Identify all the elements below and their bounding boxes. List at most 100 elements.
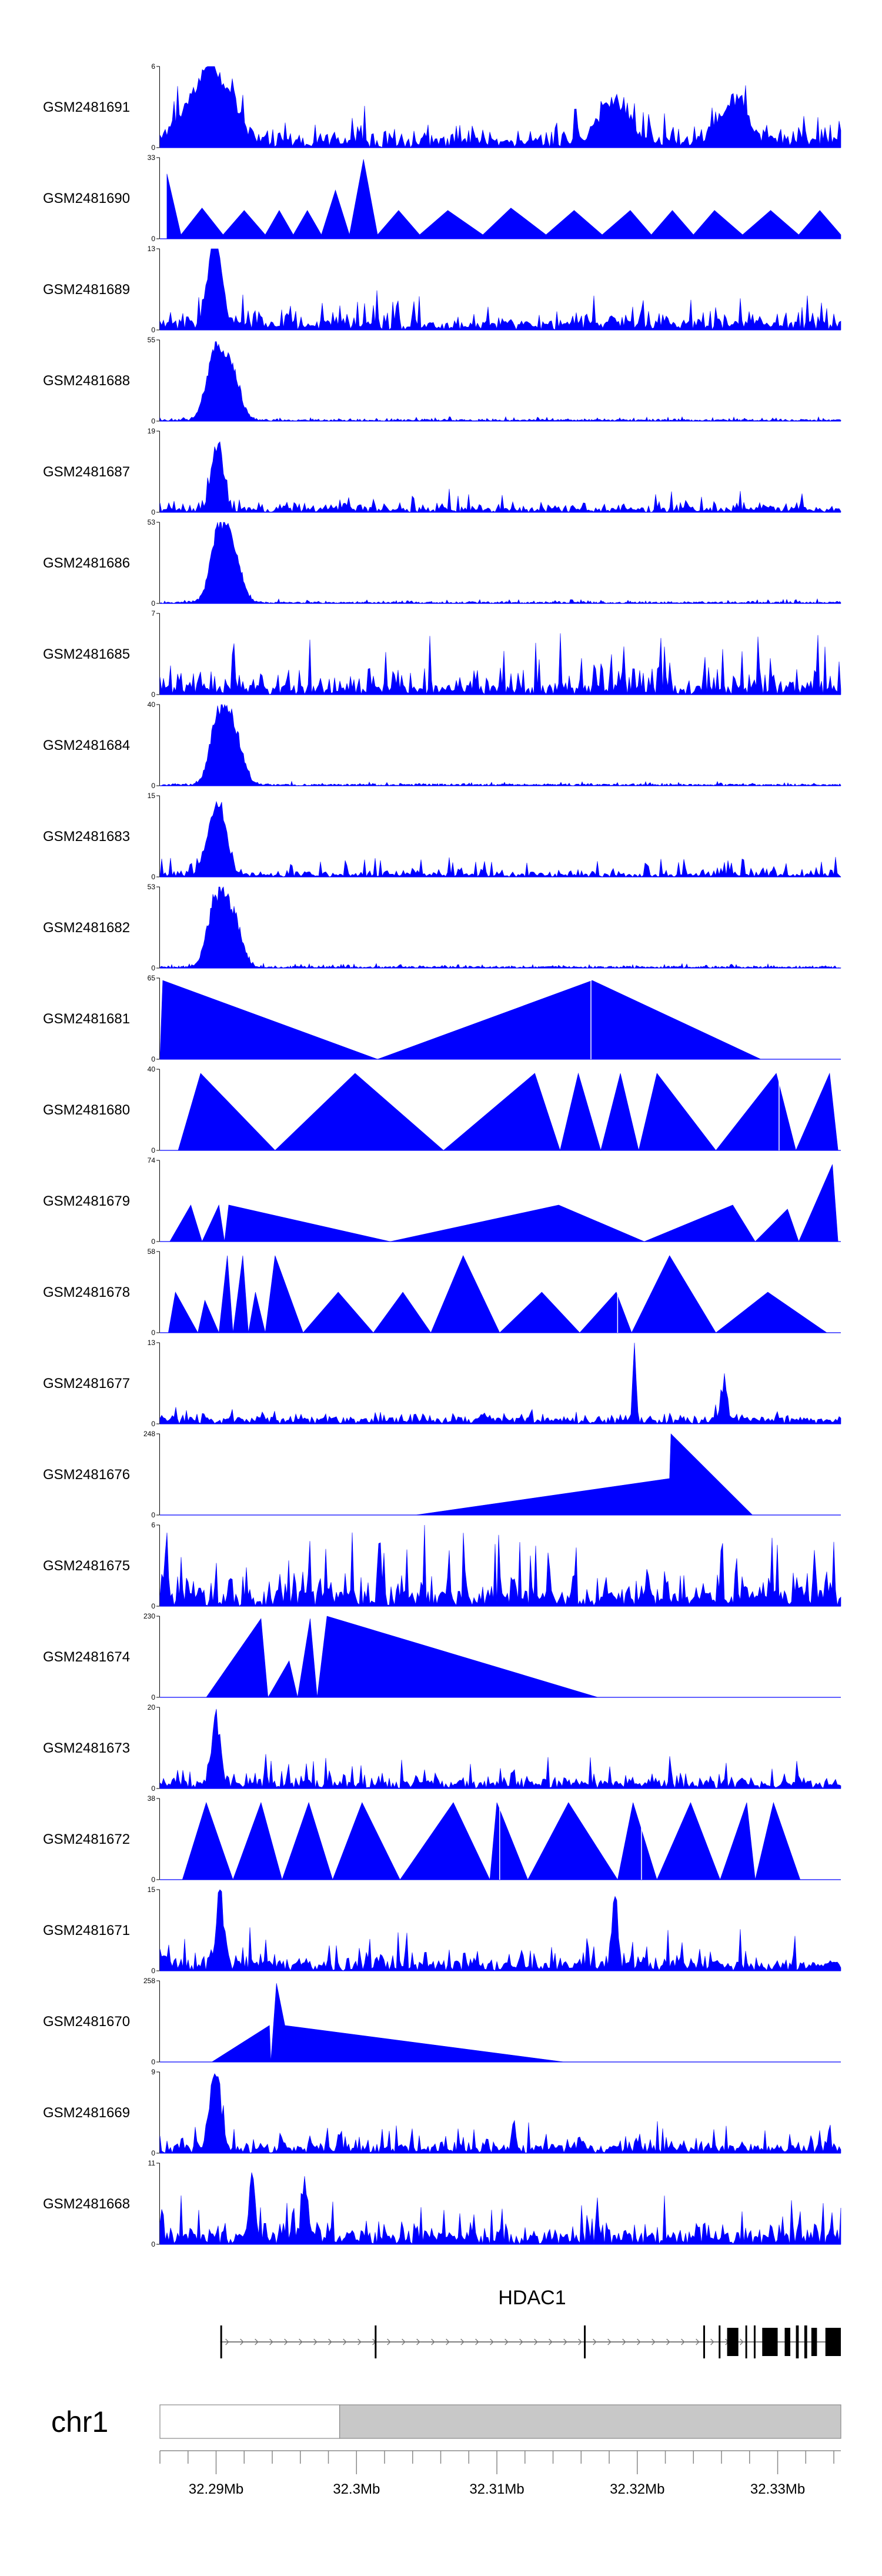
strand-chevron [269,2338,273,2345]
signal-area [159,1709,841,1789]
gene-name: HDAC1 [498,2287,566,2309]
signal-area [159,522,841,604]
y-min-label: 0 [151,964,155,972]
exon [811,2328,817,2356]
x-tick-label: 32.33Mb [750,2481,805,2497]
strand-chevron [240,2338,244,2345]
track-label: GSM2481678 [43,1284,130,1300]
signal-area [168,1255,828,1334]
exon [584,2325,586,2358]
strand-chevron [313,2338,318,2345]
track-label: GSM2481691 [43,99,130,115]
strand-chevron [446,2338,450,2345]
strand-chevron [710,2338,714,2345]
y-max-label: 33 [148,154,156,162]
y-max-label: 40 [148,1065,156,1073]
track-label: GSM2481670 [43,2014,130,2030]
strand-chevron [358,2338,362,2345]
signal-area [182,1801,801,1881]
x-tick-label: 32.3Mb [333,2481,380,2497]
strand-chevron [255,2338,259,2345]
y-min-label: 0 [151,2058,155,2066]
signal-area [159,1524,841,1607]
track: GSM2481669 9 0 [43,2068,841,2157]
track-label: GSM2481688 [43,373,130,389]
signal-area [159,1889,841,1971]
track-label: GSM2481672 [43,1831,130,1847]
track: GSM2481686 53 0 [43,518,841,608]
track-label: GSM2481668 [43,2196,130,2212]
track-label: GSM2481681 [43,1011,130,1027]
track: GSM2481689 13 0 [43,245,841,334]
y-max-label: 20 [148,1703,156,1711]
y-min-label: 0 [151,1693,155,1701]
exon [762,2328,778,2356]
track-label: GSM2481684 [43,738,130,753]
track-label: GSM2481669 [43,2105,130,2121]
track-label: GSM2481683 [43,829,130,845]
track: GSM2481676 248 0 [43,1430,841,1519]
track-label: GSM2481680 [43,1102,130,1118]
track-label: GSM2481677 [43,1376,130,1392]
strand-chevron [696,2338,700,2345]
track-label: GSM2481674 [43,1649,130,1665]
y-max-label: 55 [148,336,156,344]
y-min-label: 0 [151,782,155,790]
track: GSM2481679 74 0 [43,1156,841,1246]
exon [804,2325,807,2358]
signal-area [159,341,841,422]
strand-chevron [652,2338,656,2345]
y-max-label: 7 [151,609,155,618]
track-label: GSM2481690 [43,191,130,206]
y-min-label: 0 [151,1055,155,1063]
track: GSM2481690 33 0 [43,154,841,243]
y-max-label: 11 [148,2159,156,2167]
chromosome-bar-unshaded [159,2404,340,2439]
signal-area [159,800,841,877]
y-min-label: 0 [151,873,155,881]
strand-chevron [431,2338,435,2345]
signal-area [159,633,841,695]
strand-chevron [328,2338,332,2345]
track: GSM2481688 55 0 [43,336,841,425]
track: GSM2481680 40 0 [43,1065,841,1154]
signal-area [206,1616,598,1698]
exon [703,2325,706,2358]
y-min-label: 0 [151,1784,155,1793]
chromosome-bar-shaded [339,2404,841,2439]
chromosome-name: chr1 [51,2405,108,2438]
y-min-label: 0 [151,1146,155,1154]
track-label: GSM2481673 [43,1740,130,1756]
y-max-label: 9 [151,2068,155,2076]
strand-chevron [299,2338,303,2345]
strand-chevron [343,2338,347,2345]
track: GSM2481668 11 0 [43,2159,841,2248]
track: GSM2481682 53 0 [43,883,841,972]
y-max-label: 230 [143,1612,155,1620]
strand-chevron [225,2338,229,2345]
gene-annotation-track: HDAC1 [220,2287,841,2358]
y-max-label: 13 [148,1339,156,1347]
strand-chevron [402,2338,406,2345]
strand-chevron [607,2338,612,2345]
strand-chevron [505,2338,509,2345]
y-max-label: 19 [148,427,156,435]
y-max-label: 74 [148,1156,156,1164]
track: GSM2481678 58 0 [43,1247,841,1337]
y-max-label: 248 [143,1430,155,1438]
chromosome-axis: chr1 32.29Mb 32.3Mb 32.31Mb 32.32Mb 32.33Mb [51,2404,841,2497]
track: GSM2481687 19 0 [43,427,841,516]
exon [796,2325,799,2358]
strand-chevron [416,2338,420,2345]
y-max-label: 6 [151,1521,155,1529]
strand-chevron [284,2338,288,2345]
track: GSM2481672 38 0 [43,1794,841,1884]
y-min-label: 0 [151,2240,155,2248]
signal-area [159,1343,841,1424]
x-tick-label: 32.31Mb [469,2481,524,2497]
y-max-label: 53 [148,883,156,891]
signal-area [169,1164,838,1242]
signal-area [159,2073,841,2154]
